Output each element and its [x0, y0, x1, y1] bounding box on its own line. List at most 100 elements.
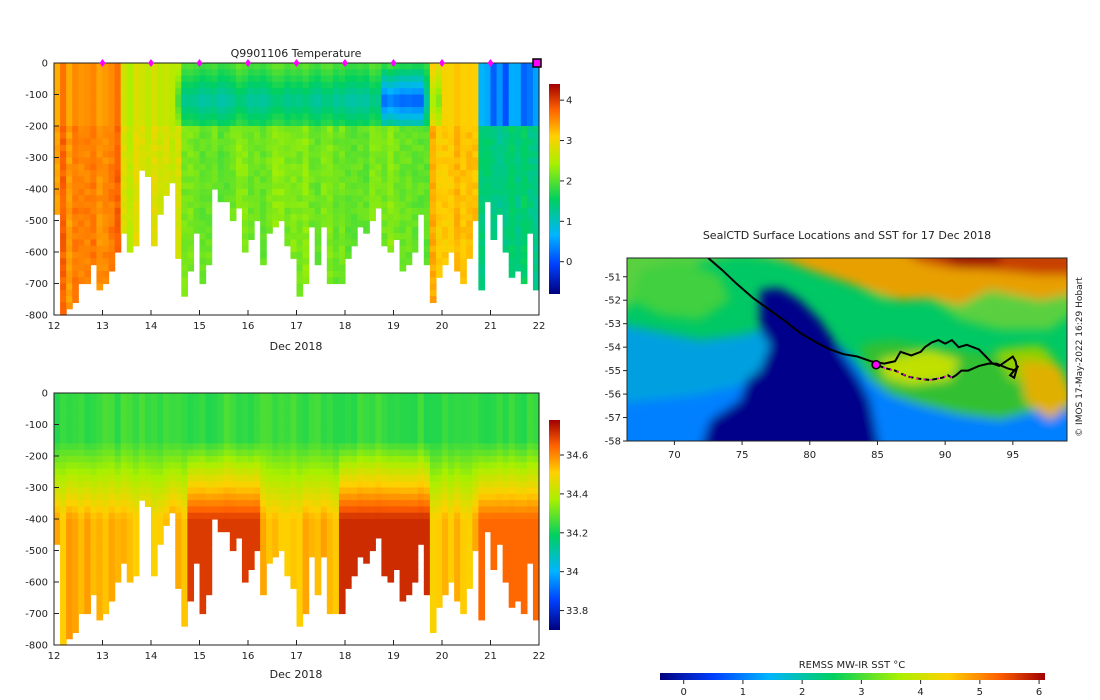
heatmap-cell	[393, 220, 401, 228]
heatmap-cell	[320, 113, 328, 121]
heatmap-cell	[338, 252, 346, 259]
heatmap-cell	[211, 119, 219, 127]
heatmap-cell	[90, 506, 98, 514]
heatmap-cell	[151, 163, 158, 171]
sst-colorbar-tick-label: 3	[858, 687, 864, 698]
heatmap-cell	[96, 393, 104, 400]
heatmap-cell	[526, 531, 534, 539]
heatmap-cell	[266, 107, 273, 114]
heatmap-cell	[466, 411, 473, 419]
heatmap-cell	[417, 430, 425, 438]
heatmap-cell	[66, 462, 73, 470]
heatmap-cell	[272, 119, 279, 127]
heatmap-cell	[381, 69, 389, 77]
heatmap-cell	[229, 500, 237, 507]
heatmap-cell	[144, 132, 152, 140]
lat-tick-label: -58	[605, 437, 621, 448]
heatmap-cell	[175, 126, 182, 133]
heatmap-cell	[411, 537, 419, 545]
heatmap-cell	[175, 456, 182, 463]
heatmap-cell	[302, 119, 310, 127]
heatmap-cell	[126, 575, 134, 583]
heatmap-cell	[120, 182, 128, 190]
heatmap-cell	[54, 462, 61, 470]
heatmap-cell	[199, 157, 207, 165]
heatmap-cell	[532, 600, 540, 608]
heatmap-cell	[90, 556, 98, 564]
heatmap-cell	[472, 126, 479, 133]
heatmap-cell	[187, 201, 195, 209]
heatmap-cell	[338, 277, 346, 285]
heatmap-cell	[520, 157, 528, 165]
heatmap-cell	[308, 195, 316, 203]
heatmap-cell	[260, 418, 267, 426]
heatmap-cell	[54, 126, 61, 133]
heatmap-cell	[435, 519, 443, 526]
heatmap-cell	[90, 214, 98, 222]
heatmap-cell	[138, 69, 146, 77]
heatmap-cell	[454, 493, 461, 501]
heatmap-cell	[199, 582, 207, 589]
heatmap-cell	[381, 157, 389, 165]
heatmap-cell	[90, 245, 98, 253]
heatmap-cell	[387, 94, 395, 102]
heatmap-cell	[460, 63, 467, 70]
heatmap-cell	[66, 302, 73, 310]
heatmap-cell	[423, 474, 431, 482]
heatmap-cell	[429, 195, 437, 203]
heatmap-cell	[484, 170, 492, 177]
heatmap-cell	[157, 113, 164, 121]
heatmap-cell	[460, 525, 467, 533]
heatmap-cell	[375, 163, 382, 171]
heatmap-cell	[472, 531, 479, 539]
sst-map-longitude-axis: 70 75 80 85 90 95	[668, 441, 1019, 461]
heatmap-cell	[138, 138, 146, 146]
heatmap-cell	[526, 500, 534, 507]
y-tick-label: -500	[25, 546, 48, 557]
latest-profile-marker	[532, 58, 542, 68]
heatmap-cell	[454, 405, 461, 413]
heatmap-cell	[296, 63, 304, 70]
heatmap-cell	[320, 506, 328, 514]
heatmap-cell	[199, 63, 207, 70]
heatmap-cell	[248, 113, 255, 121]
heatmap-cell	[423, 418, 431, 426]
heatmap-cell	[108, 182, 116, 190]
heatmap-cell	[284, 525, 292, 533]
heatmap-cell	[405, 69, 413, 77]
heatmap-cell	[460, 119, 467, 127]
heatmap-cell	[484, 525, 492, 533]
heatmap-cell	[290, 233, 298, 240]
heatmap-cell	[260, 176, 267, 184]
heatmap-cell	[90, 138, 98, 146]
heatmap-cell	[54, 176, 61, 184]
heatmap-cell	[54, 207, 61, 215]
heatmap-cell	[108, 214, 116, 222]
heatmap-cell	[217, 195, 225, 203]
heatmap-cell	[490, 556, 498, 564]
heatmap-cell	[508, 531, 516, 539]
heatmap-cell	[381, 563, 389, 570]
heatmap-cell	[484, 462, 492, 470]
heatmap-cell	[411, 474, 419, 482]
heatmap-cell	[138, 456, 146, 463]
heatmap-cell	[308, 474, 316, 482]
heatmap-cell	[90, 182, 98, 190]
heatmap-cell	[332, 550, 340, 558]
heatmap-cell	[241, 126, 249, 133]
heatmap-cell	[429, 607, 437, 615]
heatmap-cell	[199, 214, 207, 222]
heatmap-cell	[381, 132, 389, 140]
heatmap-cell	[78, 424, 85, 432]
heatmap-cell	[345, 126, 352, 133]
heatmap-cell	[526, 163, 534, 171]
heatmap-cell	[169, 481, 176, 489]
heatmap-cell	[54, 418, 61, 426]
heatmap-cell	[338, 563, 346, 570]
heatmap-cell	[357, 107, 364, 114]
heatmap-cell	[211, 493, 219, 501]
heatmap-cell	[351, 113, 358, 121]
heatmap-cell	[302, 607, 310, 615]
heatmap-cell	[248, 449, 255, 457]
